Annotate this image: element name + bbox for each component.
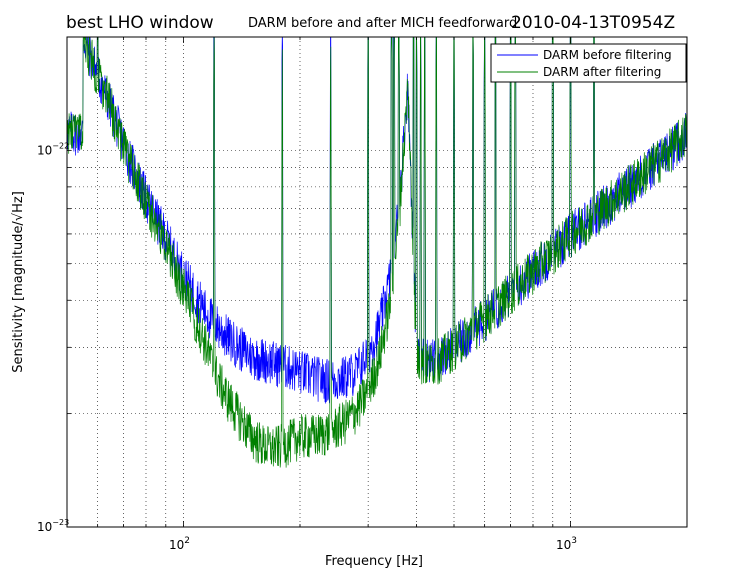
legend-label-after: DARM after filtering (543, 65, 661, 79)
legend-box (490, 43, 687, 83)
title-right: 2010-04-13T0954Z (511, 13, 675, 33)
title-center: DARM before and after MICH feedforward (248, 16, 517, 31)
legend-label-before: DARM before filtering (543, 48, 672, 62)
legend: DARM before filtering DARM after filteri… (490, 43, 687, 83)
title-left: best LHO window (66, 13, 214, 33)
series-line-after (67, 37, 687, 468)
x-tick-label: 103 (556, 536, 577, 552)
x-axis-label: Frequency [Hz] (325, 554, 423, 569)
y-axis-label: Sensitivity [magnitude/√Hz] (11, 191, 26, 373)
x-tick-label: 102 (169, 536, 190, 552)
y-tick-label: 10−22 (37, 141, 69, 157)
y-tick-label: 10−23 (37, 518, 69, 534)
series-layer (67, 37, 687, 468)
ticks: 102 103 10−23 10−22 (37, 36, 687, 552)
plot-frame (66, 36, 688, 528)
